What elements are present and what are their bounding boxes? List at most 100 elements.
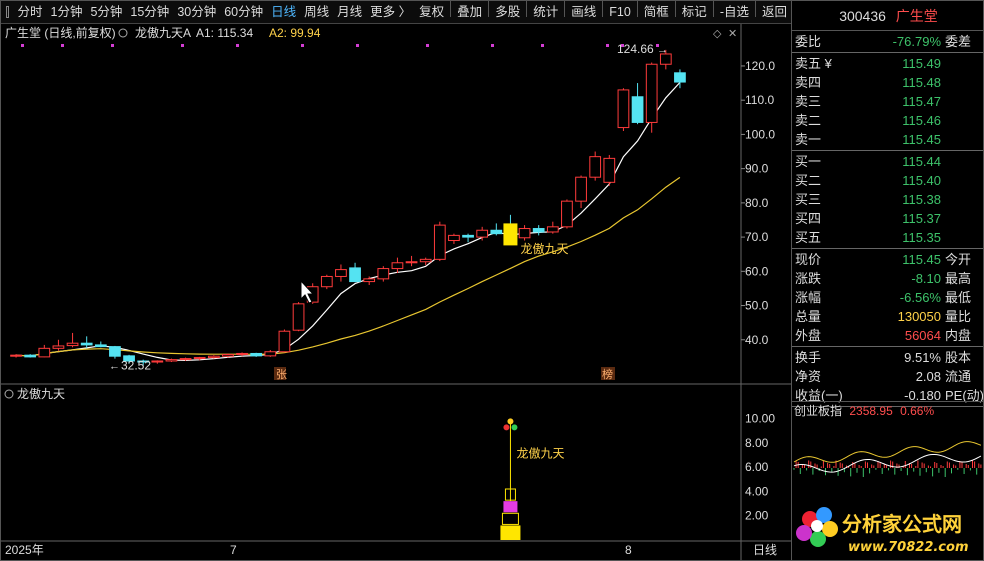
candle-body[interactable] [631, 96, 644, 123]
tool-button-5[interactable]: F10 [609, 4, 631, 19]
candle-body[interactable] [10, 354, 22, 357]
candle-body[interactable] [433, 224, 446, 260]
period-tab-4[interactable]: 30分钟 [177, 4, 217, 19]
period-tab-3[interactable]: 15分钟 [130, 4, 170, 19]
ask-price[interactable]: 115.45 [902, 132, 941, 147]
bid-price[interactable]: 115.44 [902, 154, 941, 169]
candle-body[interactable] [546, 226, 559, 233]
stat2-value: -0.180 [904, 388, 941, 403]
candle-body[interactable] [448, 234, 460, 242]
candle-body[interactable] [52, 345, 65, 349]
tool-button-1[interactable]: 叠加 [457, 4, 483, 19]
tool-button-2[interactable]: 多股 [495, 4, 521, 19]
period-tab-8[interactable]: 月线 [337, 4, 363, 19]
candle-body[interactable] [80, 342, 93, 346]
candle-body[interactable] [278, 330, 291, 353]
candle-body[interactable] [123, 355, 135, 362]
candle-body[interactable] [532, 228, 545, 233]
price-tick-label: 110.0 [745, 93, 774, 107]
bid-price[interactable]: 115.37 [902, 211, 941, 226]
candle-body[interactable] [349, 267, 361, 283]
candle-body[interactable] [518, 228, 531, 239]
candle-body[interactable] [264, 351, 277, 357]
bid-price[interactable]: 115.38 [902, 192, 941, 207]
kline-chart[interactable]: 广生堂 (日线,前复权) 龙傲九天A A1: 115.34 A2: 99.94 ◇ ✕ 12… [1, 24, 791, 561]
panel-toggle-icon[interactable] [6, 6, 10, 18]
candle-body[interactable] [363, 278, 376, 283]
candle-body[interactable] [165, 359, 178, 362]
bid-label: 买四 [795, 211, 822, 226]
candle-body[interactable] [377, 268, 390, 280]
candle-body[interactable] [24, 354, 37, 358]
tool-button-8[interactable]: -自选 [719, 4, 749, 19]
stat2-label-2: PE(动) [945, 388, 984, 403]
tool-button-4[interactable]: 画线 [571, 4, 597, 19]
signal-block-3 [503, 501, 518, 513]
candle-body[interactable] [292, 303, 305, 331]
period-tab-0[interactable]: 分时 [17, 4, 43, 19]
period-tab-5[interactable]: 60分钟 [224, 4, 264, 19]
low-label: 32.52 [121, 358, 151, 372]
index-mini-chart[interactable]: 创业板指 2358.95 0.66% [792, 401, 983, 496]
candle-body[interactable] [222, 353, 234, 357]
price-tick-label: 90.0 [745, 162, 769, 176]
candle-body[interactable] [617, 89, 630, 129]
ask-price[interactable]: 115.47 [902, 94, 941, 109]
candle-body[interactable] [391, 262, 404, 270]
tool-button-9[interactable]: 返回 [761, 4, 787, 19]
sub-toggle-icon[interactable] [4, 389, 14, 399]
candle-body[interactable] [151, 360, 164, 363]
candle-body[interactable] [137, 360, 150, 363]
signal-marker[interactable] [503, 223, 518, 246]
period-tab-9[interactable]: 更多 〉 [370, 4, 412, 19]
bid-price[interactable]: 115.35 [902, 230, 941, 245]
candle-body[interactable] [94, 344, 107, 348]
candle-body[interactable] [462, 234, 474, 238]
period-tab-6[interactable]: 日线 [271, 4, 297, 19]
candle-body[interactable] [179, 358, 192, 361]
sub-tick-label: 6.00 [745, 460, 769, 474]
ask-price[interactable]: 115.46 [902, 113, 941, 128]
toolbar-separator [526, 1, 528, 17]
weicha-label: 委差 [945, 34, 972, 49]
tool-button-7[interactable]: 标记 [681, 4, 707, 19]
indicator-toggle-icon[interactable] [118, 28, 128, 38]
candle-body[interactable] [207, 355, 220, 359]
tool-button-3[interactable]: 统计 [533, 4, 559, 19]
ask-price[interactable]: 115.49 [902, 56, 941, 71]
candle-body[interactable] [66, 342, 79, 347]
candle-body[interactable] [419, 258, 432, 263]
high-arrow-icon: → [657, 44, 668, 56]
candle-body[interactable] [335, 269, 347, 277]
close-icon[interactable]: ✕ [728, 28, 737, 40]
candle-body[interactable] [250, 352, 263, 357]
candle-body[interactable] [109, 346, 121, 357]
period-tab-1[interactable]: 1分钟 [50, 4, 83, 19]
candle-body[interactable] [38, 347, 51, 358]
candle-body[interactable] [320, 275, 333, 288]
candle-body[interactable] [561, 200, 573, 228]
candle-body[interactable] [659, 53, 672, 65]
diamond-icon[interactable]: ◇ [713, 28, 722, 40]
period-tabs: 分时 1分钟 5分钟 15分钟 30分钟 60分钟 日线 周线 月线 更多 〉 [13, 1, 415, 24]
tool-button-6[interactable]: 简框 [643, 4, 669, 19]
weibi-row: 委比 -76.79% 委差 [792, 31, 983, 53]
price-tick-label: 120.0 [745, 59, 775, 73]
candle-body[interactable] [645, 63, 658, 123]
tool-button-0[interactable]: 复权 [419, 4, 445, 19]
candle-body[interactable] [589, 156, 602, 178]
period-tab-2[interactable]: 5分钟 [90, 4, 123, 19]
candle-body[interactable] [476, 229, 489, 238]
candle-body[interactable] [490, 229, 503, 235]
candle-body[interactable] [236, 352, 248, 355]
signal-dot [356, 44, 359, 47]
period-tab-7[interactable]: 周线 [304, 4, 330, 19]
toolbar: 分时 1分钟 5分钟 15分钟 30分钟 60分钟 日线 周线 月线 更多 〉 复权 叠加 多股 统计画… [1, 1, 791, 24]
candle-body[interactable] [603, 157, 616, 183]
ask-price[interactable]: 115.48 [902, 75, 941, 90]
candle-body[interactable] [405, 261, 418, 264]
bid-price[interactable]: 115.40 [902, 173, 941, 188]
candle-body[interactable] [674, 72, 686, 83]
candle-body[interactable] [193, 357, 206, 360]
candle-body[interactable] [575, 176, 587, 202]
